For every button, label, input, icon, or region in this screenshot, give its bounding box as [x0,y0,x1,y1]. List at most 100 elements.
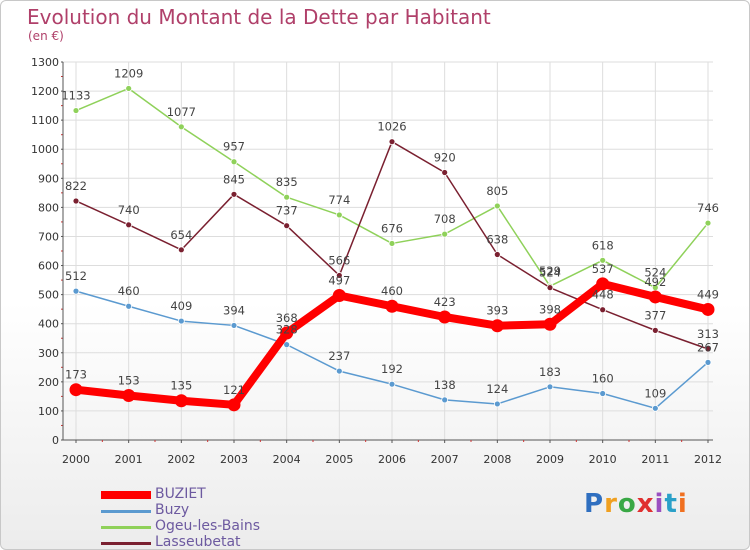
y-tick-label-1100: 1100 [31,114,59,127]
point-lasseubetat-2003 [230,190,238,198]
legend-item-ogeu-les-bains: Ogeu-les-Bains [101,518,361,535]
point-lasseubetat-2004 [283,222,291,230]
chart-title: Evolution du Montant de la Dette par Hab… [27,5,491,29]
legend-swatch-lasseubetat [101,542,151,545]
axes: 0 100 200 300 400 500 600 700 800 900 1000 1100 1200… [31,56,722,466]
data-label-buziet-2007: 423 [434,295,456,309]
x-tick-label-2001: 2001 [115,453,143,466]
y-tick-label-500: 500 [38,289,59,302]
y-tick-label-900: 900 [38,172,59,185]
point-lasseubetat-2009 [546,284,554,292]
point-buziet-2009 [543,317,557,331]
point-buziet-2005 [332,288,346,302]
legend-item-buziet: BUZIET [101,486,361,503]
y-tick-label-100: 100 [38,405,59,418]
data-label-lasseubetat-2003: 845 [223,172,245,186]
x-tick-label-2002: 2002 [167,453,195,466]
data-label-lasseubetat-2009: 524 [539,266,561,280]
point-ogeu-les-bains-2010 [599,256,607,264]
point-buziet-2003 [227,398,241,412]
legend-label-buziet: BUZIET [155,486,206,502]
point-buzy-2006 [388,380,396,388]
legend-label-buzy: Buzy [155,502,190,518]
point-buziet-2012 [701,302,715,316]
data-label-buziet-2009: 398 [539,302,561,316]
legend: BUZIET Buzy Ogeu-les-Bains Lasseubetat [101,486,361,549]
point-ogeu-les-bains-2003 [230,158,238,166]
data-label-ogeu-les-bains-2007: 708 [434,212,456,226]
point-ogeu-les-bains-2002 [177,123,185,131]
point-ogeu-les-bains-2008 [493,202,501,210]
data-label-lasseubetat-2001: 740 [118,203,140,217]
chart-subtitle: (en €) [28,29,64,43]
y-tick-label-1300: 1300 [31,56,59,69]
y-tick-label-300: 300 [38,347,59,360]
data-label-buziet-2004: 368 [276,311,298,325]
data-label-buzy-2007: 138 [434,378,456,392]
point-buziet-2001 [122,389,136,403]
data-label-buziet-2012: 449 [697,287,719,301]
data-label-ogeu-les-bains-2008: 805 [486,184,508,198]
data-label-buzy-2004: 328 [276,323,298,337]
data-label-lasseubetat-2012: 313 [697,327,719,341]
data-label-buzy-2010: 160 [592,371,614,385]
point-buziet-2010 [596,277,610,291]
data-label-buzy-2008: 124 [486,382,508,396]
legend-swatch-buzy [101,510,151,513]
data-label-lasseubetat-2010: 448 [592,288,614,302]
data-label-lasseubetat-2008: 638 [486,232,508,246]
data-label-ogeu-les-bains-2004: 835 [276,175,298,189]
data-label-buzy-2005: 237 [328,349,350,363]
point-buziet-2011 [648,290,662,304]
x-tick-label-2007: 2007 [431,453,459,466]
data-labels: 1133 1209 1077 957 835 774 676 708 805 529 618 524 7… [61,66,719,400]
data-label-ogeu-les-bains-2003: 957 [223,140,245,154]
y-tick-label-800: 800 [38,201,59,214]
data-label-ogeu-les-bains-2009: 529 [539,264,561,278]
data-label-ogeu-les-bains-2002: 1077 [167,105,196,119]
data-label-buziet-2000: 173 [65,368,87,382]
data-label-ogeu-les-bains-2001: 1209 [114,66,143,80]
grid [63,61,713,440]
data-label-buziet-2011: 492 [644,275,666,289]
data-label-lasseubetat-2007: 920 [434,150,456,164]
point-ogeu-les-bains-2012 [704,219,712,227]
y-tick-label-700: 700 [38,230,59,243]
point-lasseubetat-2000 [72,197,80,205]
point-ogeu-les-bains-2006 [388,240,396,247]
y-tick-label-200: 200 [38,376,59,389]
point-ogeu-les-bains-2001 [125,85,133,92]
y-tick-label-600: 600 [38,260,59,273]
point-lasseubetat-2008 [493,251,501,258]
legend-swatch-buziet [101,491,151,499]
x-tick-label-2006: 2006 [378,453,406,466]
data-label-ogeu-les-bains-2005: 774 [328,193,350,207]
data-label-lasseubetat-2005: 566 [328,253,350,267]
logo-letter: i [654,489,665,519]
point-buziet-2008 [490,319,504,333]
x-tick-label-2009: 2009 [536,453,564,466]
data-label-buziet-2006: 460 [381,284,403,298]
y-tick-label-0: 0 [52,434,59,447]
point-buzy-2010 [599,390,607,397]
point-buziet-2002 [174,394,188,408]
point-buziet-2004 [280,326,294,340]
data-label-buziet-2002: 135 [170,379,192,393]
point-buzy-2011 [651,404,659,412]
logo-letter: i [677,489,688,519]
data-label-ogeu-les-bains-2011: 524 [644,266,666,280]
point-lasseubetat-2007 [441,169,449,176]
point-buzy-2009 [546,383,554,391]
data-label-buzy-2012: 267 [697,340,719,354]
x-tick-label-2004: 2004 [273,453,301,466]
data-label-buziet-2010: 537 [592,262,614,276]
x-tick-label-2005: 2005 [325,453,353,466]
point-lasseubetat-2012 [704,345,712,353]
data-label-ogeu-les-bains-2012: 746 [697,201,719,215]
logo-letter: r [604,489,618,519]
legend-item-buzy: Buzy [101,502,361,519]
data-label-buzy-2002: 409 [170,299,192,313]
data-label-buziet-2003: 121 [223,383,245,397]
